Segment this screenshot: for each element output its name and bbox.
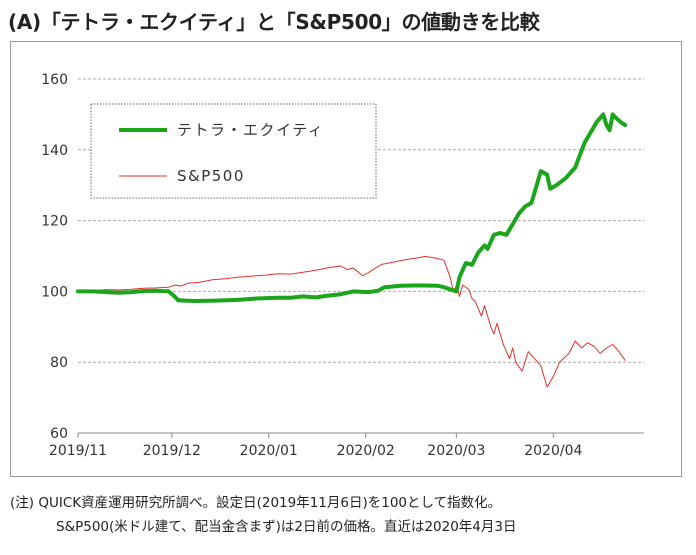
y-tick-label: 80 (50, 355, 68, 371)
series-line-tetra-equity (76, 112, 628, 303)
axes: 60 80 100 120 140 160 2019/11 2019/12 2020/01 202… (41, 72, 644, 459)
legend-box (90, 103, 377, 199)
y-tick-label: 160 (41, 72, 68, 88)
y-tick-label: 120 (41, 214, 68, 230)
x-tick-label: 2019/12 (143, 443, 201, 459)
x-tick-label: 2020/01 (240, 443, 298, 459)
x-tick-label: 2020/03 (427, 443, 485, 459)
footnote-line-1: (注) QUICK資産運用研究所調べ。設定日(2019年11月6日)を100とし… (10, 495, 502, 511)
x-tick-label: 2020/02 (337, 443, 395, 459)
legend-label-sp500: S&P500 (177, 167, 245, 185)
series-line-sp500 (77, 255, 626, 388)
footnote: (注) QUICK資産運用研究所調べ。設定日(2019年11月6日)を100とし… (10, 491, 690, 539)
legend: テトラ・エクイティ S&P500 (90, 103, 377, 199)
chart-frame: 60 80 100 120 140 160 2019/11 2019/12 2020/01 202… (10, 41, 682, 477)
chart-title: (A)「テトラ・エクイティ」と「S&P500」の値動きを比較 (8, 10, 540, 34)
line-chart: 60 80 100 120 140 160 2019/11 2019/12 2020/01 202… (41, 72, 644, 459)
footnote-line-2: S&P500(米ドル建て、配当金含まず)は2日前の価格。直近は2020年4月3日 (56, 519, 517, 535)
legend-label-tetra-equity: テトラ・エクイティ (177, 121, 324, 139)
x-tick-label: 2019/11 (49, 443, 107, 459)
series-lines (76, 112, 628, 388)
y-tick-label: 60 (50, 426, 68, 442)
y-tick-label: 100 (41, 284, 68, 300)
x-tick-label: 2020/04 (524, 443, 582, 459)
y-tick-label: 140 (41, 143, 68, 159)
